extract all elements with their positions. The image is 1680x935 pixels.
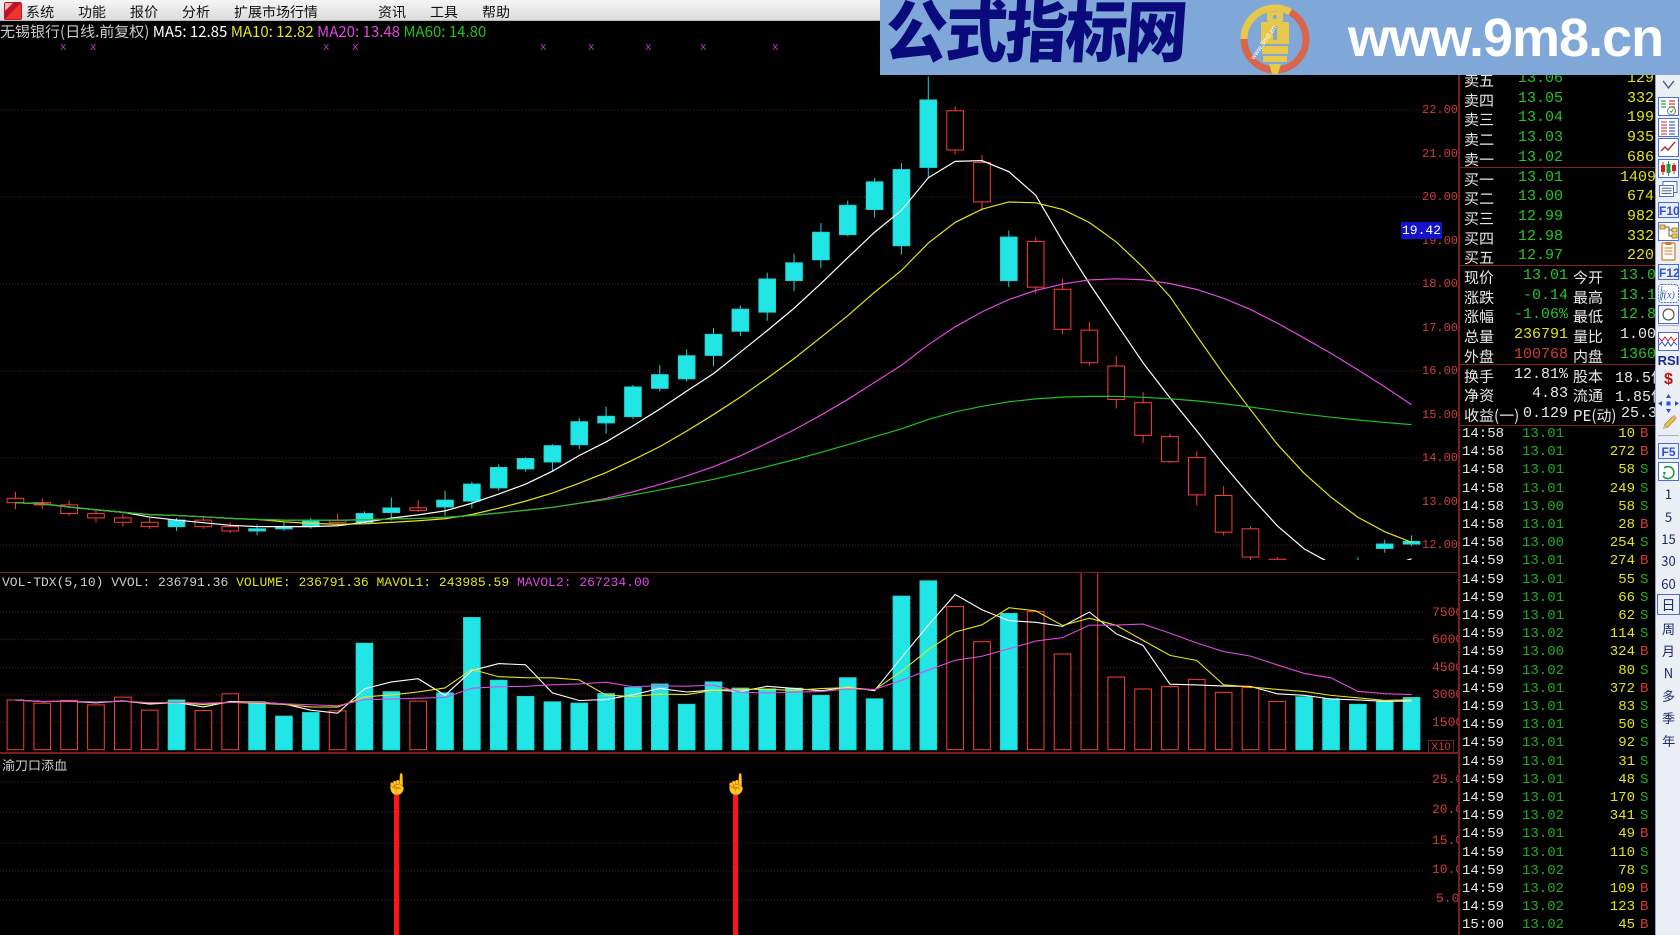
svg-text:f(x): f(x) [1661, 290, 1676, 301]
